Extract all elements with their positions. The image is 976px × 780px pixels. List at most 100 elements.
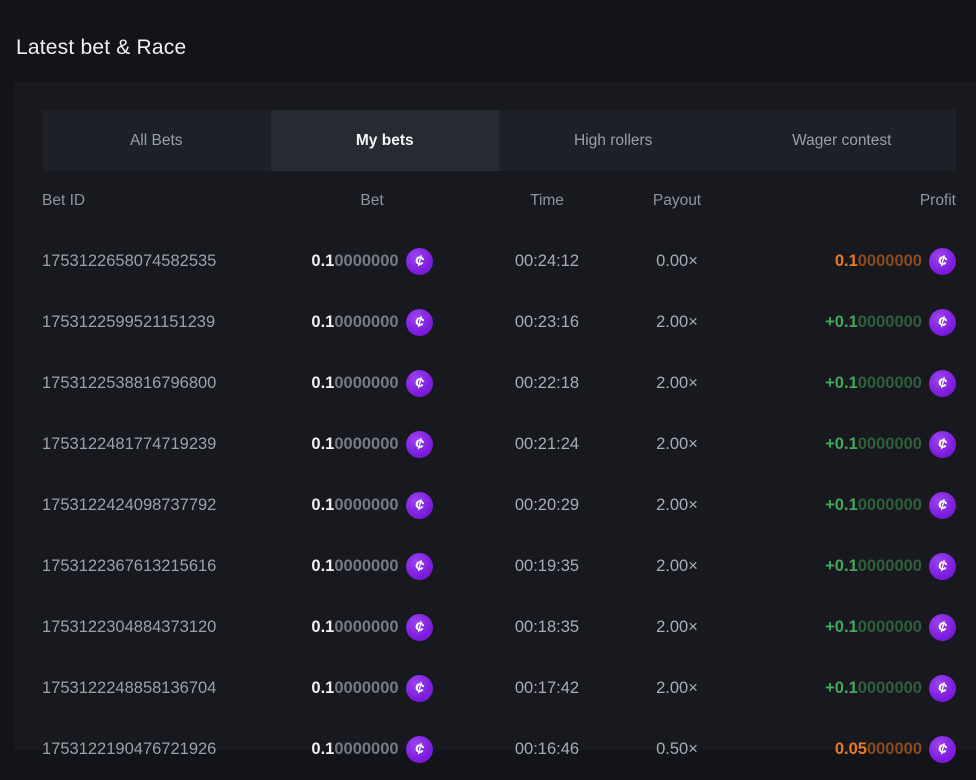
bet-id-value: 1753122599521151239 bbox=[42, 313, 216, 331]
latest-bets-panel: All Bets My bets High rollers Wager cont… bbox=[14, 82, 976, 763]
cent-coin-icon: ¢ bbox=[929, 553, 956, 580]
profit-value: +0.10000000 ¢ bbox=[825, 431, 956, 458]
bet-amount-value: 0.10000000 ¢ bbox=[311, 553, 433, 580]
time-value: 00:20:29 bbox=[514, 496, 580, 514]
bet-id-value: 1753122304884373120 bbox=[42, 618, 217, 636]
time-value: 00:22:18 bbox=[514, 374, 580, 392]
cent-coin-icon: ¢ bbox=[405, 675, 433, 702]
bet-amount-value: 0.10000000 ¢ bbox=[311, 492, 433, 519]
profit-value: +0.10000000 ¢ bbox=[825, 309, 956, 336]
profit-value: +0.10000000 ¢ bbox=[825, 492, 956, 519]
time-value: 00:18:35 bbox=[514, 618, 580, 636]
profit-cell: +0.10000000 ¢ bbox=[722, 309, 956, 336]
bet-amount-cell: 0.10000000 ¢ bbox=[282, 614, 462, 641]
cent-coin-icon: ¢ bbox=[405, 370, 433, 397]
profit-main: +0.1 bbox=[825, 374, 858, 392]
bet-amount-zeros: 0000000 bbox=[334, 374, 399, 392]
col-header-bet-id: Bet ID bbox=[42, 192, 86, 209]
bet-id-value: 1753122481774719239 bbox=[42, 435, 217, 453]
bet-amount-value: 0.10000000 ¢ bbox=[311, 370, 433, 397]
payout-value: 2.00× bbox=[656, 679, 698, 697]
table-header-row: Bet ID Bet Time Payout Profit bbox=[42, 171, 956, 231]
bet-amount-main: 0.1 bbox=[311, 252, 335, 270]
profit-value: +0.10000000 ¢ bbox=[825, 370, 956, 397]
bet-amount-zeros: 0000000 bbox=[334, 557, 399, 575]
time-value: 00:24:12 bbox=[514, 252, 580, 270]
cent-coin-icon: ¢ bbox=[929, 614, 956, 641]
bet-amount-main: 0.1 bbox=[311, 740, 335, 758]
profit-main: +0.1 bbox=[825, 496, 858, 514]
bet-amount-main: 0.1 bbox=[311, 679, 335, 697]
cent-coin-icon: ¢ bbox=[929, 431, 956, 458]
profit-main: 0.1 bbox=[834, 252, 858, 270]
bet-amount-value: 0.10000000 ¢ bbox=[311, 675, 433, 702]
cent-coin-icon: ¢ bbox=[405, 248, 433, 275]
bet-id-value: 1753122538816796800 bbox=[42, 374, 217, 392]
profit-value: +0.10000000 ¢ bbox=[825, 553, 956, 580]
profit-main: +0.1 bbox=[825, 618, 858, 636]
bet-amount-zeros: 0000000 bbox=[334, 313, 399, 331]
cent-coin-icon: ¢ bbox=[405, 614, 433, 641]
bet-amount-cell: 0.10000000 ¢ bbox=[282, 553, 462, 580]
bet-amount-main: 0.1 bbox=[311, 374, 335, 392]
bet-amount-cell: 0.10000000 ¢ bbox=[282, 675, 462, 702]
profit-cell: 0.10000000 ¢ bbox=[722, 248, 956, 275]
profit-cell: +0.10000000 ¢ bbox=[722, 431, 956, 458]
cent-coin-icon: ¢ bbox=[405, 553, 433, 580]
tab-my-bets[interactable]: My bets bbox=[270, 110, 499, 171]
payout-value: 2.00× bbox=[656, 496, 698, 514]
bet-amount-cell: 0.10000000 ¢ bbox=[282, 431, 462, 458]
profit-main: +0.1 bbox=[825, 313, 858, 331]
bet-amount-main: 0.1 bbox=[311, 313, 335, 331]
bet-amount-main: 0.1 bbox=[311, 435, 335, 453]
col-header-profit: Profit bbox=[919, 192, 956, 209]
profit-zeros: 0000000 bbox=[857, 435, 922, 453]
tab-high-rollers[interactable]: High rollers bbox=[574, 131, 653, 149]
bet-amount-cell: 0.10000000 ¢ bbox=[282, 309, 462, 336]
col-header-bet: Bet bbox=[360, 192, 384, 209]
col-header-payout: Payout bbox=[652, 192, 702, 209]
table-row: 1753122304884373120 0.10000000 ¢ 00:18:3… bbox=[42, 597, 956, 658]
profit-zeros: 0000000 bbox=[857, 313, 922, 331]
tab-wager-contest[interactable]: Wager contest bbox=[792, 131, 892, 149]
bet-id-value: 1753122367613215616 bbox=[42, 557, 217, 575]
profit-cell: +0.10000000 ¢ bbox=[722, 675, 956, 702]
bet-amount-main: 0.1 bbox=[311, 618, 335, 636]
bet-amount-cell: 0.10000000 ¢ bbox=[282, 492, 462, 519]
profit-cell: +0.10000000 ¢ bbox=[722, 614, 956, 641]
bets-tab-bar: All Bets My bets High rollers Wager cont… bbox=[42, 110, 956, 171]
bet-amount-cell: 0.10000000 ¢ bbox=[282, 370, 462, 397]
cent-coin-icon: ¢ bbox=[929, 492, 956, 519]
cent-coin-icon: ¢ bbox=[405, 309, 433, 336]
bet-amount-cell: 0.10000000 ¢ bbox=[282, 248, 462, 275]
bet-id-value: 1753122424098737792 bbox=[42, 496, 217, 514]
bets-table-body: 1753122658074582535 0.10000000 ¢ 00:24:1… bbox=[42, 231, 956, 780]
time-value: 00:21:24 bbox=[514, 435, 580, 453]
bet-id-value: 1753122248858136704 bbox=[42, 679, 217, 697]
payout-value: 2.00× bbox=[656, 557, 698, 575]
payout-value: 0.00× bbox=[656, 252, 698, 270]
bet-amount-value: 0.10000000 ¢ bbox=[311, 614, 433, 641]
bet-amount-value: 0.10000000 ¢ bbox=[311, 309, 433, 336]
payout-value: 2.00× bbox=[656, 313, 698, 331]
table-row: 1753122424098737792 0.10000000 ¢ 00:20:2… bbox=[42, 475, 956, 536]
profit-cell: +0.10000000 ¢ bbox=[722, 370, 956, 397]
bet-amount-zeros: 0000000 bbox=[334, 252, 399, 270]
profit-zeros: 0000000 bbox=[857, 679, 922, 697]
tab-all-bets[interactable]: All Bets bbox=[129, 131, 183, 149]
profit-zeros: 0000000 bbox=[857, 618, 922, 636]
profit-zeros: 0000000 bbox=[857, 374, 922, 392]
table-row: 1753122367613215616 0.10000000 ¢ 00:19:3… bbox=[42, 536, 956, 597]
page-title: Latest bet & Race bbox=[16, 36, 187, 59]
cent-coin-icon: ¢ bbox=[405, 431, 433, 458]
payout-value: 2.00× bbox=[656, 435, 698, 453]
table-row: 1753122538816796800 0.10000000 ¢ 00:22:1… bbox=[42, 353, 956, 414]
col-header-time: Time bbox=[530, 192, 564, 209]
cent-coin-icon: ¢ bbox=[929, 248, 956, 275]
time-value: 00:23:16 bbox=[514, 313, 580, 331]
bet-amount-zeros: 0000000 bbox=[334, 740, 399, 758]
profit-zeros: 0000000 bbox=[857, 557, 922, 575]
cent-coin-icon: ¢ bbox=[929, 370, 956, 397]
bet-amount-zeros: 0000000 bbox=[334, 679, 399, 697]
bet-amount-zeros: 0000000 bbox=[334, 435, 399, 453]
